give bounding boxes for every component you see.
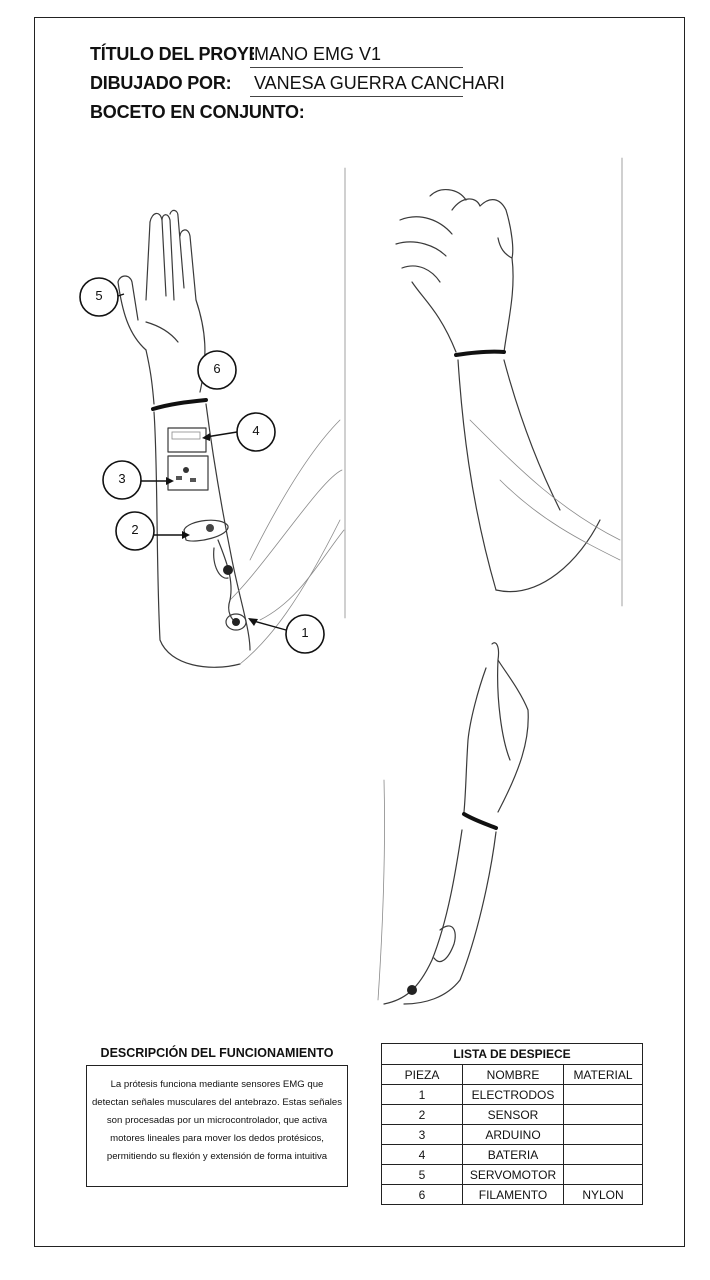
table-row: 3 ARDUINO — [381, 1124, 643, 1145]
column-header-pieza: PIEZA — [381, 1064, 463, 1085]
callout-2 — [115, 511, 190, 551]
drawn-by-label: DIBUJADO POR: — [90, 73, 232, 93]
description-title: DESCRIPCIÓN DEL FUNCIONAMIENTO — [100, 1046, 334, 1060]
cell-material: NYLON — [563, 1184, 643, 1205]
table-row: 1 ELECTRODOS — [381, 1084, 643, 1105]
drawing-sheet-border — [34, 17, 685, 1247]
table-row: 4 BATERIA — [381, 1144, 643, 1165]
cell-material — [563, 1104, 643, 1125]
table-row: 5 SERVOMOTOR — [381, 1164, 643, 1185]
cell-material — [563, 1124, 643, 1145]
callout-6-number: 6 — [213, 361, 221, 376]
table-row: 2 SENSOR — [381, 1104, 643, 1125]
callout-1 — [248, 614, 325, 654]
description-text: La prótesis funciona mediante sensores E… — [91, 1079, 343, 1162]
project-title-value: MANO EMG V1 — [254, 44, 386, 65]
column-header-nombre: NOMBRE — [462, 1064, 564, 1085]
cell-pieza: 3 — [381, 1124, 463, 1145]
callout-5-number: 5 — [95, 288, 103, 303]
cell-material — [563, 1164, 643, 1185]
sketch-hand-side-view — [377, 642, 529, 1005]
parts-list-table: LISTA DE DESPIECE PIEZA NOMBRE MATERIAL … — [381, 1043, 643, 1205]
parts-list-title: LISTA DE DESPIECE — [381, 1043, 643, 1065]
sketch-assembled-forearm — [117, 209, 345, 668]
sketch-hand-dorsal-view — [395, 189, 621, 593]
project-title-label: TÍTULO DEL PROYE — [90, 44, 261, 64]
cell-nombre: BATERIA — [462, 1144, 564, 1165]
cell-pieza: 4 — [381, 1144, 463, 1165]
project-title-underline — [250, 67, 463, 68]
cell-material — [563, 1144, 643, 1165]
cell-pieza: 6 — [381, 1184, 463, 1205]
callout-3 — [102, 460, 174, 500]
cell-nombre: SENSOR — [462, 1104, 564, 1125]
column-header-material: MATERIAL — [563, 1064, 643, 1085]
cell-pieza: 1 — [381, 1084, 463, 1105]
cell-nombre: SERVOMOTOR — [462, 1164, 564, 1185]
callout-4-number: 4 — [252, 423, 260, 438]
cell-nombre: FILAMENTO — [462, 1184, 564, 1205]
table-row: 6 FILAMENTO NYLON — [381, 1184, 643, 1205]
drawn-by-value: VANESA GUERRA CANCHARI — [254, 73, 505, 93]
drawn-by-underline — [250, 96, 463, 97]
cell-nombre: ELECTRODOS — [462, 1084, 564, 1105]
callout-4 — [202, 412, 276, 452]
cell-nombre: ARDUINO — [462, 1124, 564, 1145]
callout-3-number: 3 — [118, 471, 126, 486]
cell-pieza: 5 — [381, 1164, 463, 1185]
description-box: La prótesis funciona mediante sensores E… — [86, 1065, 348, 1187]
cell-material — [563, 1084, 643, 1105]
callout-2-number: 2 — [131, 522, 139, 537]
callout-6 — [197, 350, 237, 390]
sketch-label: BOCETO EN CONJUNTO: — [90, 102, 305, 122]
callout-1-number: 1 — [301, 625, 309, 640]
callout-5 — [79, 277, 125, 317]
parts-list-header-row: PIEZA NOMBRE MATERIAL — [381, 1064, 643, 1085]
cell-pieza: 2 — [381, 1104, 463, 1125]
